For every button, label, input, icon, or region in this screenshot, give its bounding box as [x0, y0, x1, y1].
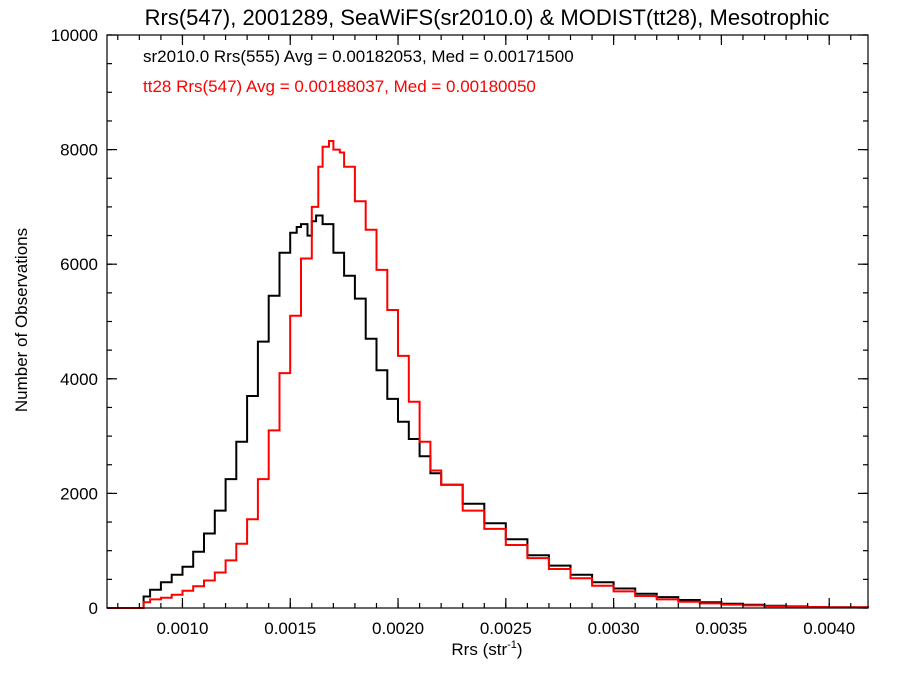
x-axis-label-superscript: -1 — [507, 639, 517, 651]
ticks-group: 0.0010 0.0015 0.0020 0.0025 0.0030 0.0035 0.00… — [51, 26, 868, 638]
x-tick-label: 0.0025 — [480, 619, 532, 638]
x-tick-label: 0.0010 — [156, 619, 208, 638]
chart-title: Rrs(547), 2001289, SeaWiFS(sr2010.0) & M… — [145, 5, 830, 30]
x-tick-label: 0.0030 — [588, 619, 640, 638]
x-axis-label: Rrs (str-1) — [451, 639, 522, 659]
y-tick-label: 2000 — [60, 484, 98, 503]
x-tick-label: 0.0020 — [372, 619, 424, 638]
y-tick-label: 10000 — [51, 26, 98, 45]
y-tick-label: 4000 — [60, 370, 98, 389]
x-tick-label: 0.0015 — [264, 619, 316, 638]
series-0-line — [107, 214, 869, 609]
y-tick-label: 0 — [89, 599, 98, 618]
legend-entry-1: tt28 Rrs(547) Avg = 0.00188037, Med = 0.… — [143, 77, 536, 96]
y-tick-label: 6000 — [60, 255, 98, 274]
series-group — [107, 140, 869, 609]
y-axis-label: Number of Observations — [12, 228, 31, 412]
x-tick-label: 0.0035 — [695, 619, 747, 638]
x-axis-label-main: Rrs (str — [451, 640, 507, 659]
legend-entry-0: sr2010.0 Rrs(555) Avg = 0.00182053, Med … — [143, 47, 574, 66]
x-tick-label: 0.0040 — [803, 619, 855, 638]
y-tick-label: 8000 — [60, 141, 98, 160]
x-axis-label-close: ) — [517, 640, 523, 659]
series-1-line — [107, 140, 869, 609]
